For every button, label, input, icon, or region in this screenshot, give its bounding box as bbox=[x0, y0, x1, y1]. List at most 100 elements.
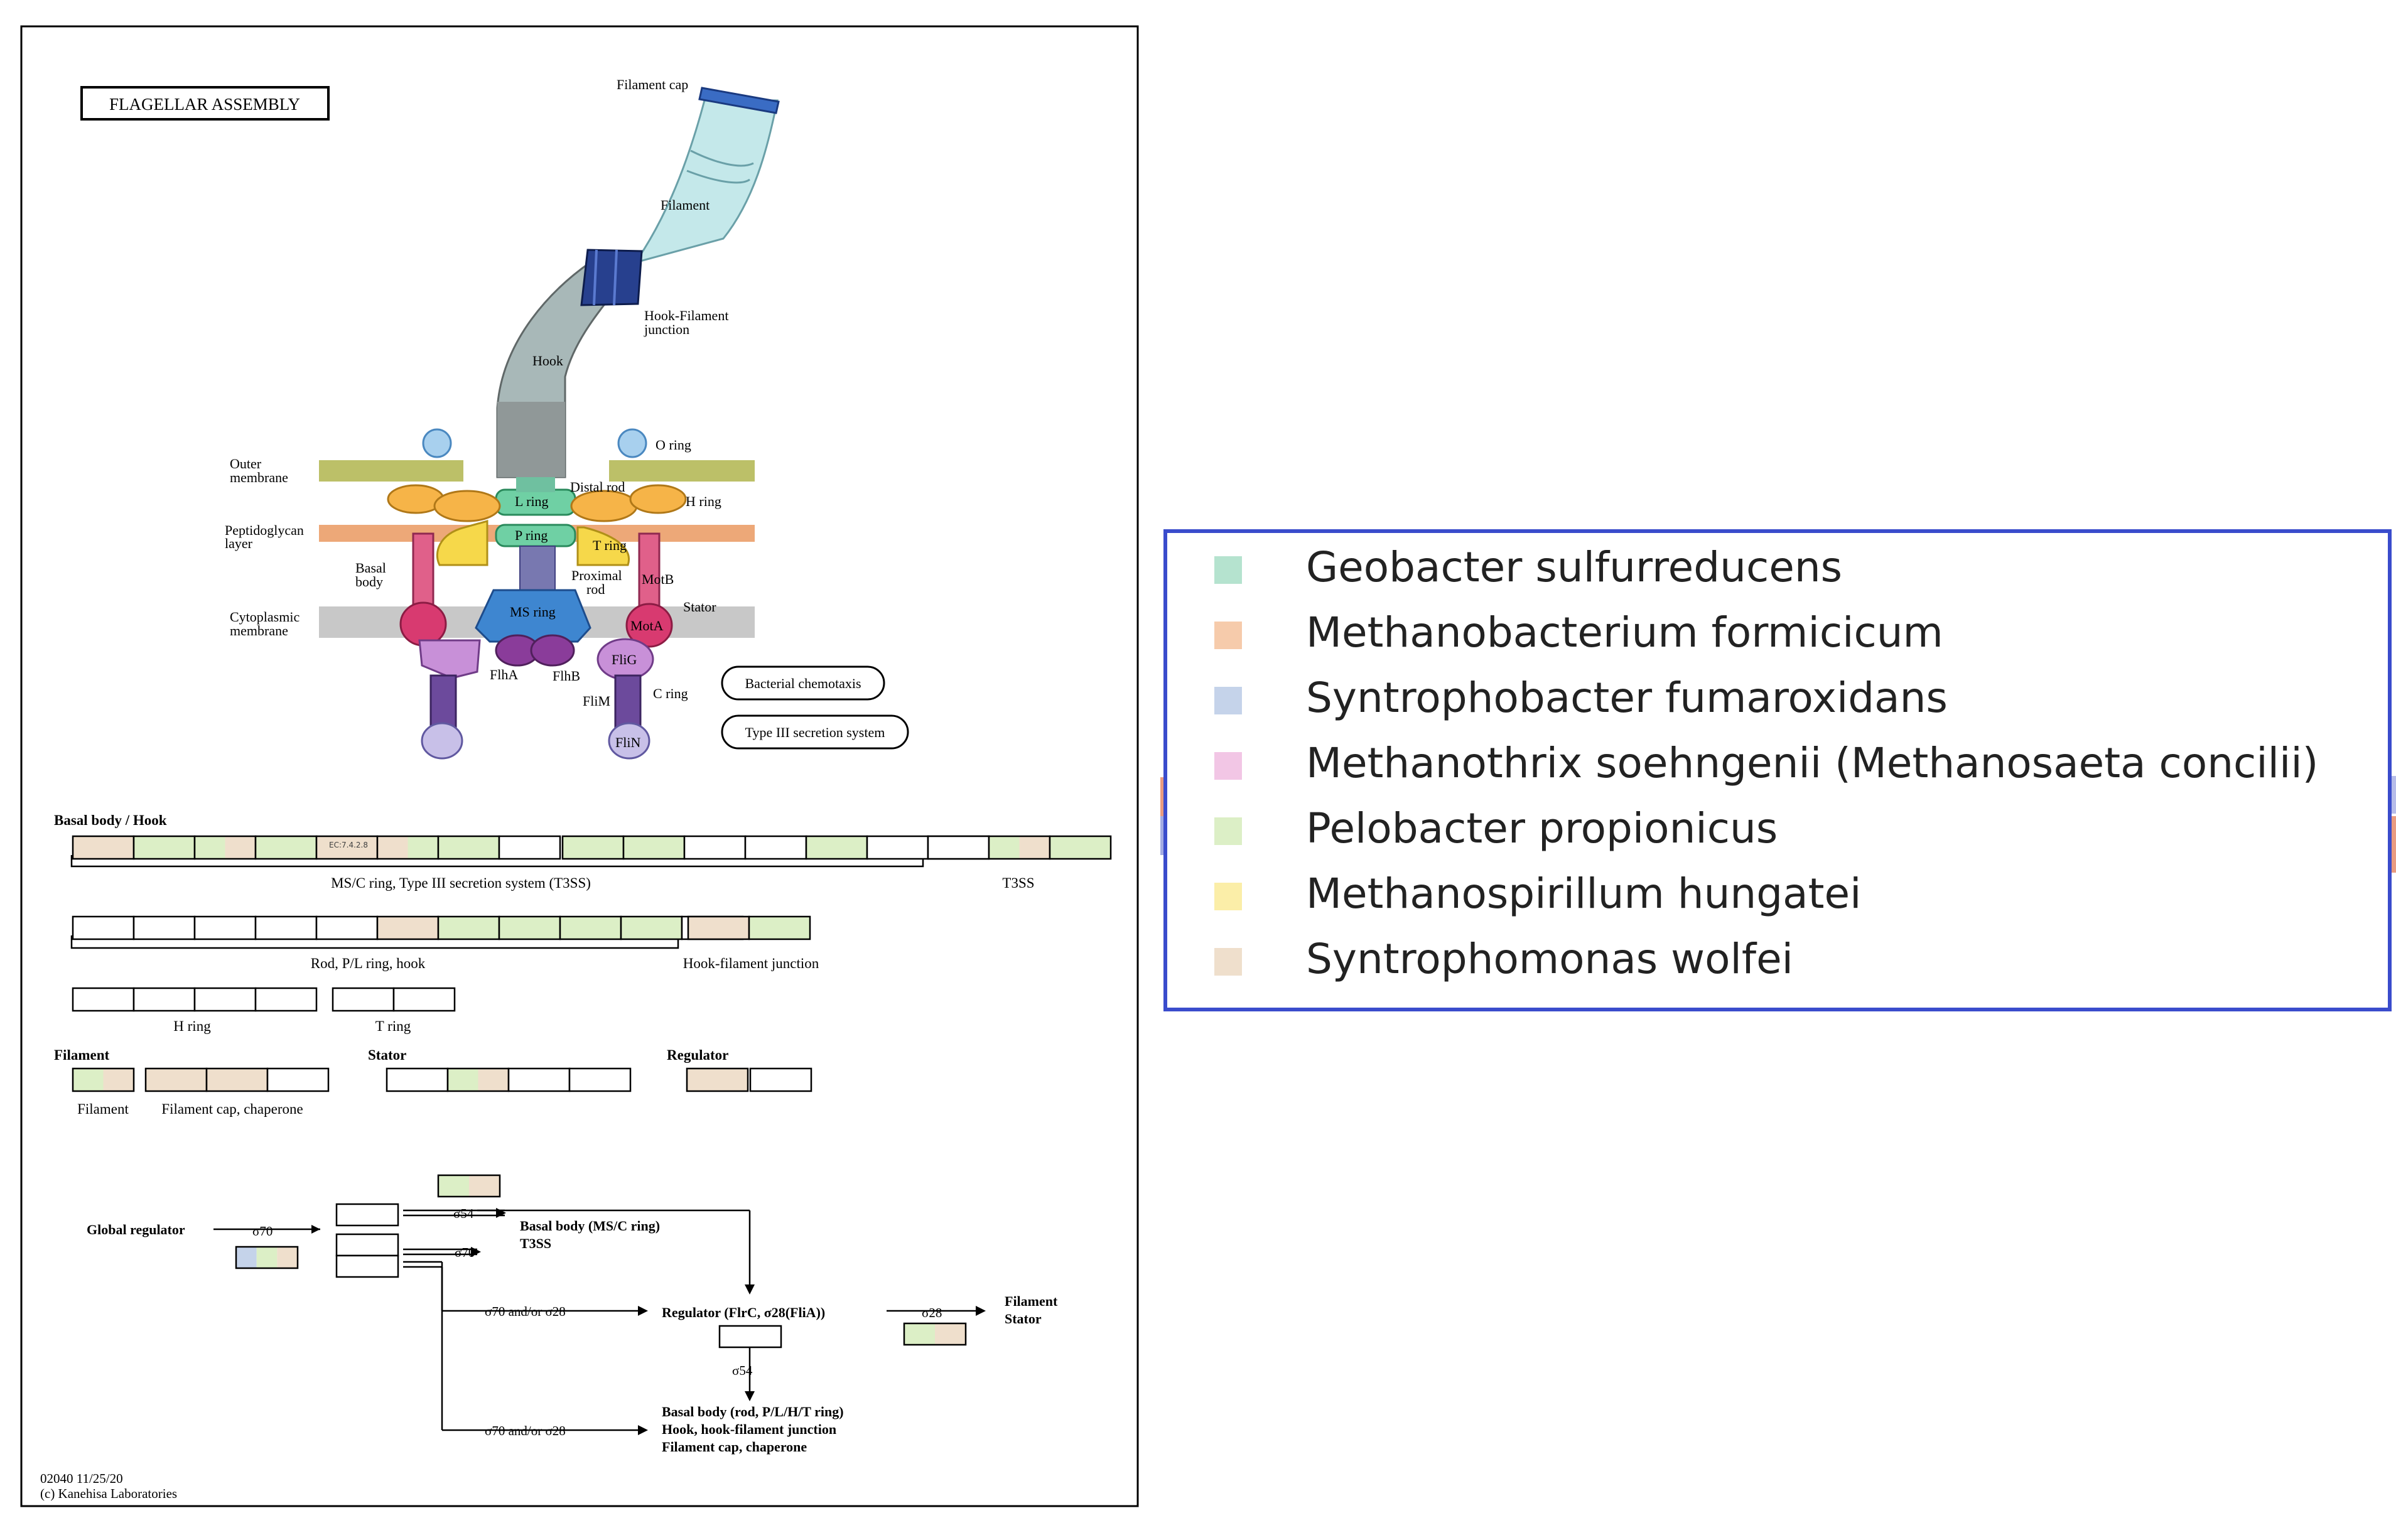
gene-box[interactable] bbox=[568, 1067, 632, 1092]
legend-items: Geobacter sulfurreducens Methanobacterium… bbox=[1214, 543, 2318, 983]
label-peptido-1: Peptidoglycan bbox=[225, 522, 304, 538]
gene-box[interactable] bbox=[376, 915, 440, 940]
gene-box[interactable] bbox=[437, 915, 500, 940]
gene-box[interactable] bbox=[235, 1246, 299, 1269]
gene-box[interactable] bbox=[559, 915, 622, 940]
reg-box-4[interactable] bbox=[718, 1325, 782, 1349]
legend-label: Methanobacterium formicicum bbox=[1306, 608, 1943, 657]
gene-box[interactable] bbox=[376, 835, 440, 860]
gene-box[interactable] bbox=[266, 1067, 330, 1092]
gene-box[interactable] bbox=[254, 835, 318, 860]
legend-box bbox=[1163, 529, 2392, 1011]
reg-box-1[interactable] bbox=[335, 1203, 399, 1227]
gene-box[interactable] bbox=[72, 915, 135, 940]
gene-box-outline bbox=[392, 987, 456, 1012]
gene-box[interactable] bbox=[903, 1322, 967, 1346]
gene-box[interactable] bbox=[687, 915, 750, 940]
gene-box-fill bbox=[928, 836, 989, 859]
ms-ring-shape bbox=[475, 589, 591, 643]
diagram-frame bbox=[20, 25, 1139, 1507]
gene-box[interactable] bbox=[744, 835, 807, 860]
gene-box-fill bbox=[134, 988, 195, 1011]
gene-box[interactable] bbox=[386, 1067, 449, 1092]
reg-box-2[interactable] bbox=[335, 1233, 399, 1257]
gene-box[interactable] bbox=[805, 835, 868, 860]
gene-box-fill bbox=[73, 917, 134, 939]
gene-box-outline bbox=[498, 835, 561, 860]
gene-box-outline bbox=[235, 1246, 299, 1269]
gene-box[interactable] bbox=[132, 987, 196, 1012]
gene-box[interactable] bbox=[193, 987, 257, 1012]
gene-box-fill bbox=[225, 836, 256, 859]
gene-box[interactable] bbox=[498, 835, 561, 860]
gene-box-fill bbox=[407, 836, 438, 859]
section-stator: Stator bbox=[368, 1047, 406, 1063]
gene-box[interactable] bbox=[507, 1067, 571, 1092]
regulation-diagram: Global regulator σ70 σ54 Basal body (MS/… bbox=[87, 1203, 1058, 1455]
label-hfj-2: junction bbox=[644, 321, 689, 337]
label-basal-1: Basal bbox=[355, 560, 386, 576]
gene-box[interactable] bbox=[1049, 835, 1112, 860]
footer-version: 02040 11/25/20 bbox=[40, 1471, 123, 1486]
legend-item: Methanospirillum hungatei bbox=[1214, 870, 1861, 918]
section-filament: Filament bbox=[54, 1047, 109, 1063]
gene-box[interactable] bbox=[622, 835, 686, 860]
gene-box[interactable] bbox=[254, 915, 318, 940]
gene-box[interactable] bbox=[498, 915, 561, 940]
gene-box-fill bbox=[621, 917, 682, 939]
gene-box-fill bbox=[73, 988, 134, 1011]
gene-box[interactable] bbox=[254, 987, 318, 1012]
section-basal-body-hook: Basal body / Hook bbox=[54, 812, 167, 828]
gene-box[interactable] bbox=[72, 987, 135, 1012]
pathway-link-t3ss[interactable]: Type III secretion system bbox=[721, 714, 909, 750]
label-c-ring: C ring bbox=[653, 686, 688, 701]
gene-box[interactable] bbox=[315, 835, 379, 860]
gene-box[interactable] bbox=[437, 835, 500, 860]
gene-box[interactable] bbox=[988, 835, 1051, 860]
gene-box[interactable] bbox=[193, 835, 257, 860]
gene-box[interactable] bbox=[446, 1067, 510, 1092]
gene-box[interactable] bbox=[561, 835, 625, 860]
legend-label: Pelobacter propionicus bbox=[1306, 804, 1778, 853]
gene-box[interactable] bbox=[315, 915, 379, 940]
gene-box[interactable] bbox=[748, 915, 811, 940]
legend-item: Methanothrix soehngenii (Methanosaeta co… bbox=[1214, 739, 2318, 787]
gene-box-fill bbox=[316, 917, 377, 939]
group-rod-pl: Rod, P/L ring, hook bbox=[311, 956, 426, 971]
gene-box-fill bbox=[134, 836, 195, 859]
gene-box[interactable] bbox=[749, 1067, 812, 1092]
label-basal-2: body bbox=[355, 574, 383, 590]
gene-box[interactable] bbox=[683, 835, 747, 860]
t-ring-right bbox=[576, 526, 630, 566]
gene-box-outline bbox=[266, 1067, 330, 1092]
gene-box[interactable] bbox=[686, 1067, 749, 1092]
gene-box-fill bbox=[904, 1323, 935, 1345]
basal-msc-2: T3SS bbox=[520, 1236, 551, 1251]
gene-box[interactable] bbox=[144, 1067, 208, 1092]
gene-box[interactable] bbox=[927, 835, 990, 860]
legend-swatch bbox=[1214, 948, 1242, 976]
gene-box[interactable] bbox=[437, 1174, 501, 1198]
sigma70-label-2: σ70 bbox=[455, 1245, 475, 1260]
gene-box[interactable] bbox=[205, 1067, 269, 1092]
gene-box[interactable] bbox=[392, 987, 456, 1012]
motb-left-shape bbox=[412, 532, 434, 610]
gene-box-fill bbox=[438, 1175, 469, 1197]
h-ring-right-inner bbox=[570, 490, 638, 522]
gene-box-outline bbox=[903, 1322, 967, 1346]
gene-box[interactable] bbox=[332, 987, 395, 1012]
gene-box[interactable] bbox=[72, 1067, 135, 1092]
gene-box[interactable] bbox=[132, 835, 196, 860]
sigma7028-label-2: σ70 and/or σ28 bbox=[485, 1423, 566, 1438]
gene-box[interactable] bbox=[132, 915, 196, 940]
reg-box-3[interactable] bbox=[335, 1254, 399, 1278]
pathway-link-chemotaxis[interactable]: Bacterial chemotaxis bbox=[721, 665, 885, 701]
gene-box-outline bbox=[1049, 835, 1112, 860]
h-ring-left-inner bbox=[433, 490, 501, 522]
gene-box[interactable] bbox=[72, 835, 135, 860]
legend-swatch bbox=[1214, 687, 1242, 714]
gene-box[interactable] bbox=[193, 915, 257, 940]
gene-box[interactable] bbox=[620, 915, 683, 940]
gene-box[interactable] bbox=[866, 835, 929, 860]
label-hook: Hook bbox=[532, 353, 563, 369]
